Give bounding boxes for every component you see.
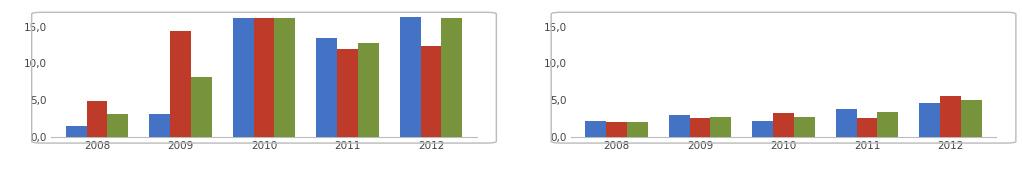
Bar bbox=[606, 122, 626, 137]
Bar bbox=[442, 18, 462, 137]
Bar bbox=[421, 46, 442, 137]
Bar bbox=[149, 114, 170, 137]
Bar bbox=[400, 17, 421, 137]
Bar bbox=[919, 103, 940, 137]
Bar bbox=[940, 96, 961, 137]
Bar bbox=[690, 118, 710, 137]
Bar bbox=[358, 43, 379, 137]
Bar bbox=[191, 77, 212, 137]
Bar bbox=[316, 38, 337, 137]
Bar bbox=[170, 31, 191, 137]
Bar bbox=[253, 18, 275, 137]
Bar bbox=[275, 18, 295, 137]
Bar bbox=[233, 18, 253, 137]
Bar bbox=[586, 121, 606, 137]
Bar bbox=[710, 117, 732, 137]
Bar bbox=[626, 122, 648, 137]
Bar bbox=[836, 109, 856, 137]
Bar bbox=[337, 49, 358, 137]
Bar bbox=[107, 114, 129, 137]
Bar bbox=[878, 112, 898, 137]
Bar bbox=[856, 118, 878, 137]
Bar bbox=[65, 126, 87, 137]
Bar bbox=[794, 117, 815, 137]
Bar bbox=[961, 100, 982, 137]
Bar bbox=[87, 101, 107, 137]
Bar bbox=[668, 115, 690, 137]
Bar bbox=[752, 121, 773, 137]
Bar bbox=[773, 113, 794, 137]
